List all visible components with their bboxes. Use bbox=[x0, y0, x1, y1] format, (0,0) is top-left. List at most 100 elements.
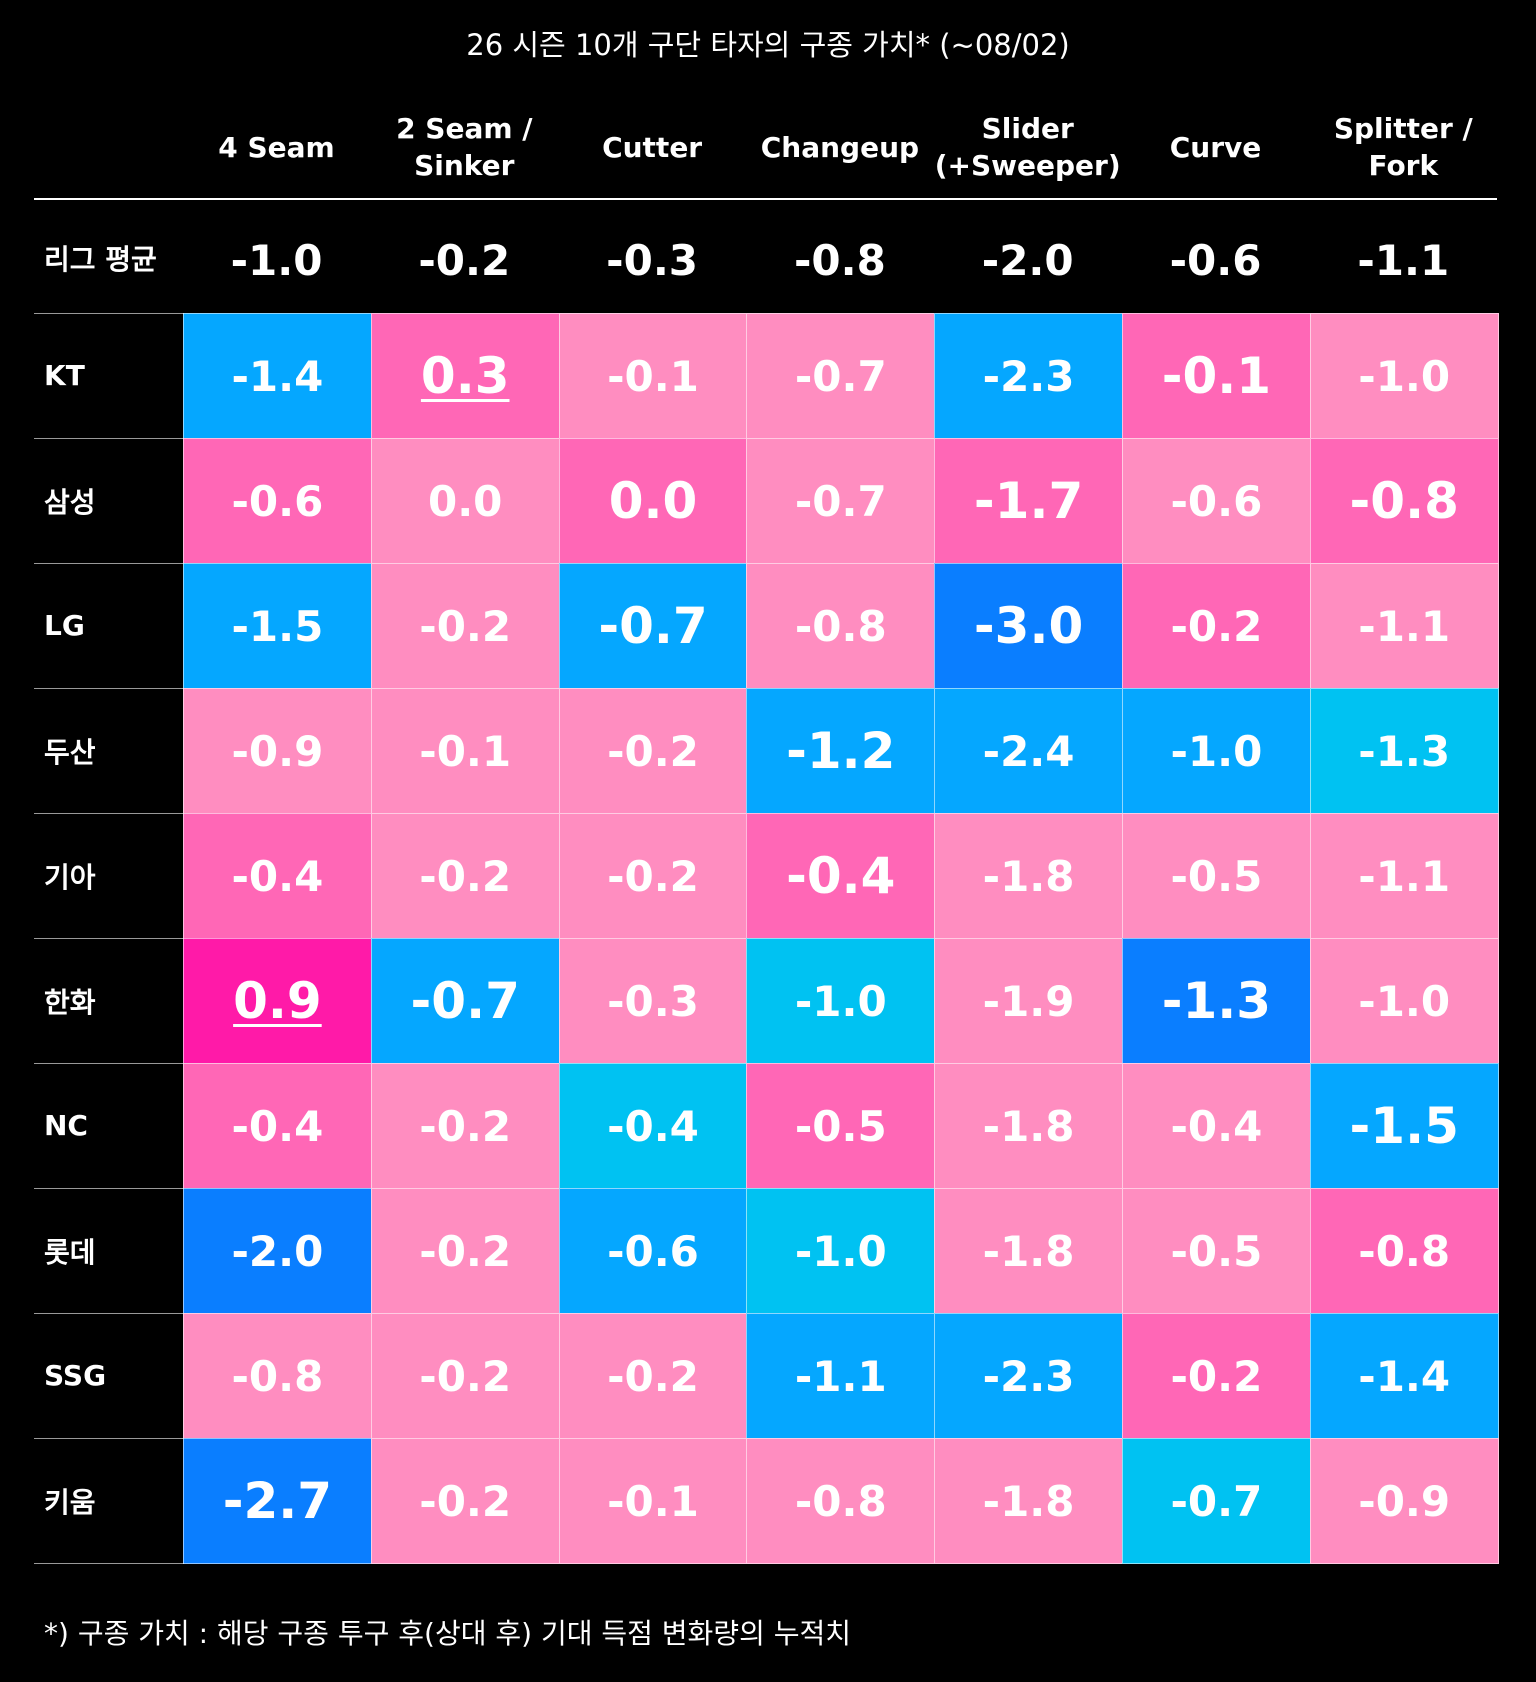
cell-value: -0.1 bbox=[419, 726, 512, 776]
heatmap-cell: -0.2 bbox=[558, 1313, 748, 1439]
heatmap-cell: -0.5 bbox=[1122, 813, 1311, 939]
heatmap-cell: -0.6 bbox=[183, 438, 372, 564]
cell-value: -2.3 bbox=[982, 1351, 1075, 1401]
cell-value: -0.2 bbox=[607, 1351, 699, 1401]
heatmap-cell: -2.4 bbox=[934, 688, 1123, 814]
cell-value: -1.0 bbox=[794, 976, 887, 1026]
cell-value: -0.4 bbox=[231, 851, 324, 901]
heatmap-cell: -0.5 bbox=[746, 1063, 936, 1189]
heatmap-cell: -0.7 bbox=[746, 438, 936, 564]
heatmap-cell: 0.0 bbox=[558, 438, 748, 564]
cell-value: -1.2 bbox=[786, 722, 896, 780]
cell-value: -1.8 bbox=[982, 1101, 1075, 1151]
heatmap-cell: 0.9 bbox=[183, 938, 372, 1064]
cell-value: -1.0 bbox=[794, 1226, 887, 1276]
cell-value: -0.2 bbox=[419, 601, 512, 651]
cell-value: -2.4 bbox=[982, 726, 1075, 776]
cell-value: -0.7 bbox=[410, 972, 520, 1030]
heatmap-cell: -0.1 bbox=[370, 688, 560, 814]
cell-value: -1.1 bbox=[1358, 601, 1451, 651]
cell-value: -1.4 bbox=[231, 351, 324, 401]
cell-value: -0.9 bbox=[1358, 1476, 1451, 1526]
cell-value: -0.9 bbox=[231, 726, 324, 776]
team-label: 삼성 bbox=[44, 485, 96, 519]
heatmap-cell: -0.2 bbox=[1122, 1313, 1311, 1439]
heatmap-cell: -1.3 bbox=[1122, 938, 1311, 1064]
cell-value: -0.5 bbox=[1170, 851, 1263, 901]
column-header: Curve bbox=[1169, 130, 1262, 164]
heatmap-cell: -0.4 bbox=[558, 1063, 748, 1189]
league-average-value: -0.3 bbox=[606, 236, 699, 285]
heatmap-cell: -1.1 bbox=[1309, 813, 1499, 939]
team-label: 키움 bbox=[44, 1485, 96, 1519]
footnote: *) 구종 가치 : 해당 구종 투구 후(상대 후) 기대 득점 변화량의 누… bbox=[44, 1617, 852, 1650]
cell-value: -1.8 bbox=[982, 1226, 1075, 1276]
cell-value: -0.7 bbox=[794, 351, 887, 401]
heatmap-cell: -1.8 bbox=[934, 1438, 1123, 1564]
cell-value: -0.8 bbox=[1349, 472, 1459, 530]
heatmap-cell: -1.8 bbox=[934, 813, 1123, 939]
cell-value: -0.6 bbox=[1170, 476, 1263, 526]
team-label: 기아 bbox=[44, 860, 96, 894]
heatmap-grid: -1.4 0.3 -0.1 -0.7 -2.3 -0.1 -1.0 -0.6 0.0 0.0 -0.… bbox=[183, 313, 1499, 1564]
league-average-value: -2.0 bbox=[981, 236, 1074, 285]
heatmap-cell: -0.2 bbox=[370, 563, 560, 689]
cell-value: -1.3 bbox=[1161, 972, 1272, 1030]
heatmap-cell: -1.9 bbox=[934, 938, 1123, 1064]
cell-value: -0.8 bbox=[794, 601, 887, 651]
row-divider bbox=[34, 688, 184, 689]
row-divider bbox=[34, 1188, 184, 1189]
heatmap-cell: -0.8 bbox=[1309, 438, 1499, 564]
cell-value: -0.2 bbox=[419, 1351, 512, 1401]
cell-value: -3.0 bbox=[973, 597, 1084, 655]
cell-value: -0.2 bbox=[607, 851, 699, 901]
cell-value: -0.2 bbox=[419, 1226, 512, 1276]
team-label: NC bbox=[44, 1109, 88, 1142]
heatmap-cell: -1.5 bbox=[183, 563, 372, 689]
column-header: Cutter bbox=[602, 130, 703, 164]
cell-value: 0.0 bbox=[427, 476, 503, 526]
heatmap-cell: -3.0 bbox=[934, 563, 1123, 689]
heatmap-cell: -1.0 bbox=[746, 1188, 936, 1314]
cell-value: -1.7 bbox=[973, 472, 1084, 530]
heatmap-cell: -1.0 bbox=[1309, 938, 1499, 1064]
team-label: SSG bbox=[44, 1359, 107, 1392]
cell-value: -1.4 bbox=[1358, 1351, 1451, 1401]
cell-value: -0.7 bbox=[794, 476, 887, 526]
cell-value: -0.2 bbox=[1170, 1351, 1263, 1401]
column-header: Changeup bbox=[760, 130, 920, 164]
heatmap-cell: -0.4 bbox=[1122, 1063, 1311, 1189]
heatmap-cell: -0.1 bbox=[1122, 313, 1311, 439]
cell-value: -0.1 bbox=[1161, 347, 1272, 405]
heatmap-cell: -1.1 bbox=[746, 1313, 936, 1439]
cell-value: -0.4 bbox=[231, 1101, 324, 1151]
column-header: Slider (+Sweeper) bbox=[934, 112, 1121, 182]
heatmap-cell: -0.1 bbox=[558, 313, 748, 439]
row-divider bbox=[34, 438, 184, 439]
heatmap-cell: -1.8 bbox=[934, 1188, 1123, 1314]
cell-value: -1.0 bbox=[1358, 976, 1451, 1026]
header-divider bbox=[34, 198, 1497, 200]
heatmap-cell: 0.0 bbox=[370, 438, 560, 564]
heatmap-cell: -1.0 bbox=[1309, 313, 1499, 439]
chart-title: 26 시즌 10개 구단 타자의 구종 가치* (~08/02) bbox=[466, 28, 1070, 62]
league-average-value: -1.1 bbox=[1357, 236, 1450, 285]
row-divider bbox=[34, 563, 184, 564]
heatmap-cell: -0.3 bbox=[558, 938, 748, 1064]
cell-value: -0.1 bbox=[607, 1476, 699, 1526]
team-label: LG bbox=[44, 609, 85, 642]
cell-value: -0.2 bbox=[1170, 601, 1263, 651]
heatmap-cell: -1.8 bbox=[934, 1063, 1123, 1189]
cell-value: -1.8 bbox=[982, 1476, 1075, 1526]
heatmap-cell: -0.7 bbox=[1122, 1438, 1311, 1564]
cell-value: -0.4 bbox=[786, 847, 896, 905]
heatmap-cell: -0.5 bbox=[1122, 1188, 1311, 1314]
cell-value: -0.3 bbox=[607, 976, 699, 1026]
cell-value: -0.4 bbox=[607, 1101, 699, 1151]
team-label: 두산 bbox=[44, 735, 96, 769]
cell-value: -0.1 bbox=[607, 351, 699, 401]
row-divider bbox=[34, 1063, 184, 1064]
cell-value: -1.0 bbox=[1170, 726, 1263, 776]
heatmap-cell: -0.2 bbox=[370, 1438, 560, 1564]
heatmap-cell: -0.1 bbox=[558, 1438, 748, 1564]
